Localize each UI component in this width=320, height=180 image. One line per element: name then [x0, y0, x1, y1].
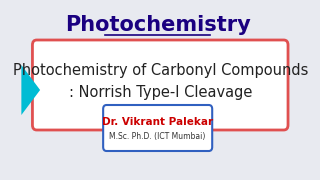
- FancyBboxPatch shape: [103, 105, 212, 151]
- Text: Photochemistry of Carbonyl Compounds: Photochemistry of Carbonyl Compounds: [12, 62, 308, 78]
- FancyBboxPatch shape: [21, 0, 294, 180]
- Text: Photochemistry: Photochemistry: [65, 15, 251, 35]
- Polygon shape: [21, 65, 40, 115]
- FancyBboxPatch shape: [32, 40, 288, 130]
- Text: M.Sc. Ph.D. (ICT Mumbai): M.Sc. Ph.D. (ICT Mumbai): [109, 132, 206, 141]
- Text: Dr. Vikrant Palekar: Dr. Vikrant Palekar: [102, 117, 213, 127]
- Text: : Norrish Type-I Cleavage: : Norrish Type-I Cleavage: [68, 84, 252, 100]
